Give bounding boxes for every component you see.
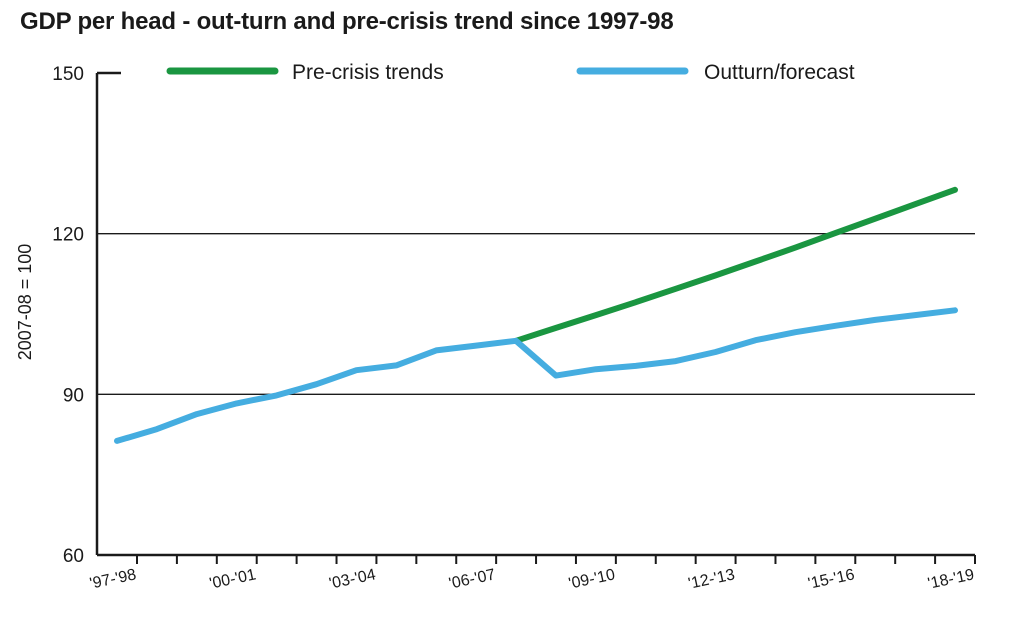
x-axis-ticks: '97-'98 '00-'01 '03-'04 '06-'07 '09-'10 '12-'… (88, 555, 976, 593)
y-tick-label-120: 120 (52, 225, 84, 246)
x-tick-label: '18-'19 (926, 566, 976, 592)
series-line-1 (114, 307, 958, 444)
legend-label-1: Outturn/forecast (704, 61, 855, 84)
legend: Pre-crisis trends Outturn/forecast (166, 61, 855, 84)
chart-title: GDP per head - out-turn and pre-crisis t… (20, 8, 674, 35)
y-tick-label-90: 90 (63, 385, 84, 406)
y-tick-label-150: 150 (52, 64, 84, 85)
y-axis-label: 2007-08 = 100 (15, 244, 35, 361)
y-axis-ticks: 60 90 120 150 (52, 64, 84, 567)
gridlines (97, 233, 975, 395)
y-tick-label-60: 60 (63, 546, 84, 567)
series-lines (114, 186, 958, 444)
x-tick-label: '00-'01 (208, 566, 258, 592)
x-tick-label: '09-'10 (567, 566, 617, 592)
x-tick-label: '12-'13 (687, 566, 737, 592)
x-tick-label: '15-'16 (807, 566, 857, 592)
x-tick-label: '06-'07 (447, 566, 497, 592)
series-line-0 (513, 186, 958, 344)
x-tick-label: '03-'04 (328, 566, 378, 592)
x-tick-label: '97-'98 (88, 566, 138, 592)
axes (95, 71, 975, 557)
legend-label-0: Pre-crisis trends (292, 61, 444, 84)
